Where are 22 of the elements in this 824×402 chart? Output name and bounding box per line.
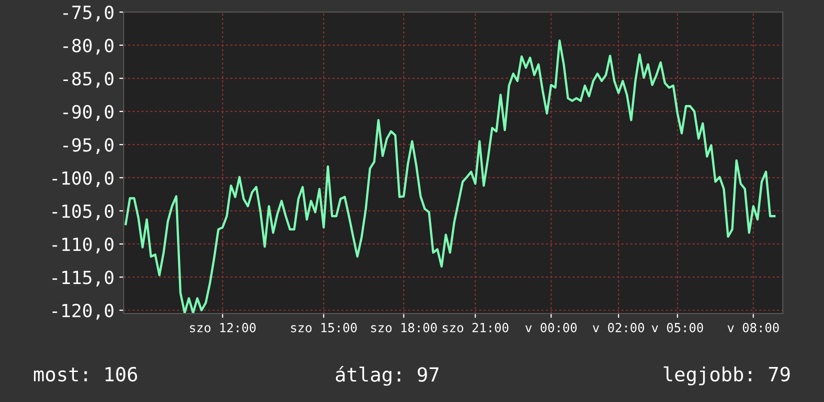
y-tick-label: -105,0 [52,204,114,220]
line-series [124,39,776,314]
x-tick-label: szo 21:00 [442,322,508,332]
y-tick-label: -80,0 [63,38,114,55]
text: most: 106 [34,366,138,382]
y-tick-label: -90,0 [63,104,114,121]
x-tick-label: szo 18:00 [371,322,437,332]
y-tick-label: -85,0 [63,72,114,88]
x-tick-label: szo 15:00 [291,322,357,332]
y-tick-label: -115,0 [52,270,114,287]
y-tick-label: -110,0 [52,237,114,254]
text: átlag: 97 [336,366,438,386]
x-tick-label: v 02:00 [592,322,644,332]
x-tick-label: szo 12:00 [190,322,256,332]
y-tick-label: -100,0 [52,171,114,188]
y-tick-label: -120,0 [52,304,114,320]
text: legjobb: 79 [664,366,790,386]
x-tick-label: v 00:00 [525,322,577,332]
y-tick-label: -75,0 [63,6,114,22]
x-tick-label: v 08:00 [728,322,779,332]
y-tick-label: -95,0 [63,138,114,154]
x-tick-label: v 05:00 [652,322,704,332]
